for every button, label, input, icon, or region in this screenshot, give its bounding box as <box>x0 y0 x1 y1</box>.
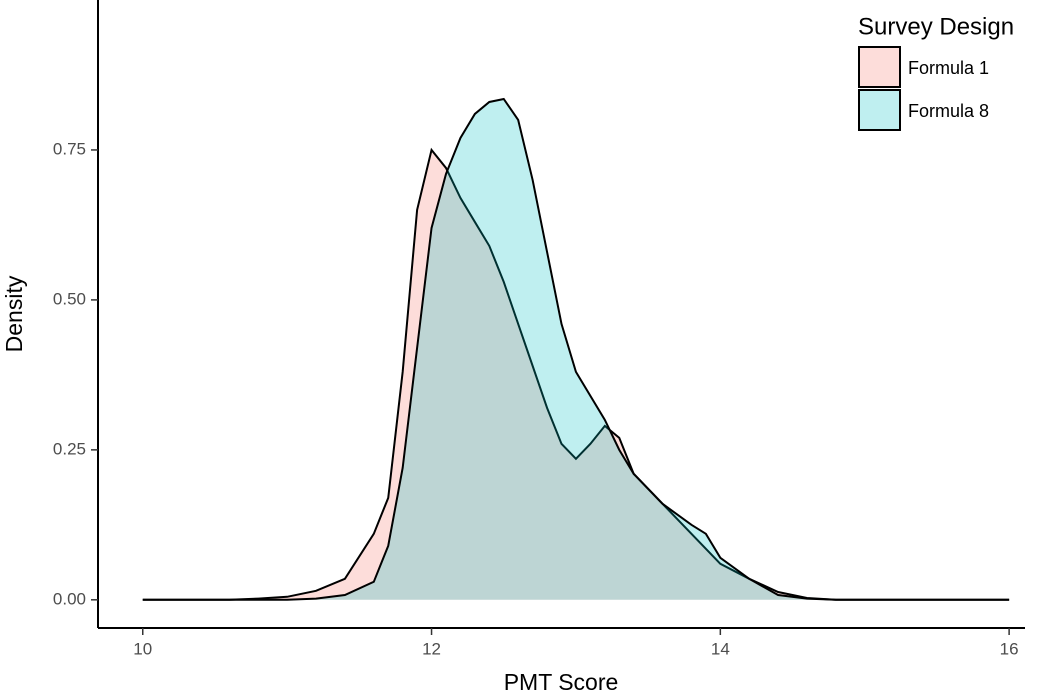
density-area <box>142 98 1010 600</box>
legend-key <box>859 47 900 87</box>
legend-key <box>859 90 900 130</box>
y-tick-label: 0.50 <box>53 289 86 308</box>
density-line <box>142 97 1010 601</box>
y-axis-title: Density <box>1 275 27 352</box>
x-tick-label: 16 <box>1000 639 1019 658</box>
legend-key <box>858 89 901 131</box>
legend-label: Formula 8 <box>908 101 989 121</box>
y-tick-label: 0.75 <box>53 139 86 158</box>
legend-title: Survey Design <box>858 13 1014 40</box>
y-tick-label: 0.00 <box>53 589 86 608</box>
legend-label: Formula 1 <box>908 58 989 78</box>
x-tick-label: 12 <box>422 639 441 658</box>
y-tick-label: 0.25 <box>53 439 86 458</box>
x-tick-label: 10 <box>133 639 152 658</box>
x-tick-label: 14 <box>711 639 730 658</box>
x-axis-title: PMT Score <box>504 669 619 695</box>
density-area <box>142 149 1010 600</box>
density-line <box>142 147 1010 601</box>
legend-key <box>858 46 901 88</box>
